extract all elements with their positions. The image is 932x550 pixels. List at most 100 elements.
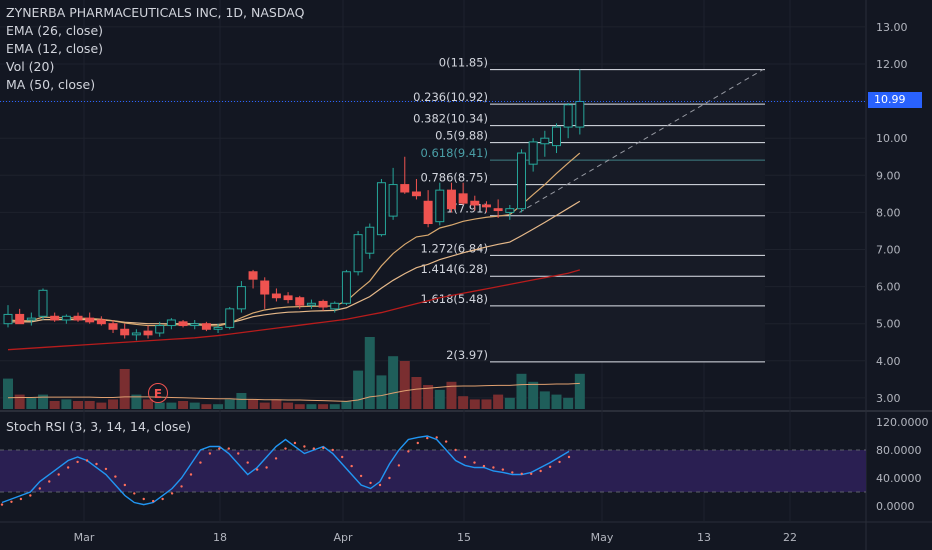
earnings-marker-icon[interactable]: E [148,383,168,403]
candle-body [446,189,456,210]
volume-bar [236,393,247,409]
volume-bar [201,404,212,409]
stoch-d-point [359,474,363,478]
volume-bar [294,404,305,409]
candle-body [528,141,538,165]
candle-body [306,302,316,306]
volume-bar [154,402,165,409]
chart-legend: ZYNERBA PHARMACEUTICALS INC, 1D, NASDAQ … [6,4,304,94]
stoch-d-point [189,473,193,476]
stoch-d-point [255,468,259,471]
candle-body [318,300,328,308]
volume-bar [574,373,585,409]
fib-level-label: 0.786(8.75) [420,171,488,185]
stoch-d-point [57,473,60,476]
stoch-tick-label: 0.0000 [876,500,915,513]
time-tick-label: Mar [74,531,95,544]
candle-body [143,330,153,336]
stoch-d-point [444,440,448,443]
stoch-d-point [350,464,353,468]
legend-vol[interactable]: Vol (20) [6,59,55,74]
stoch-d-point [388,476,391,480]
volume-ma-line [7,382,580,402]
symbol-title[interactable]: ZYNERBA PHARMACEUTICALS INC, 1D, NASDAQ [6,5,305,20]
time-tick-label: 13 [697,531,711,544]
volume-bar [528,381,539,409]
stoch-d-point [539,469,542,473]
fib-level-label: 0.5(9.88) [435,129,488,143]
legend-ema26[interactable]: EMA (26, close) [6,23,104,38]
candle-body [400,184,410,193]
volume-bar [318,404,329,409]
price-tick-label: 13.00 [876,21,908,34]
candle-body [190,323,200,327]
price-tick-label: 10.00 [876,132,908,145]
stoch-band [0,450,866,492]
stoch-d-point [218,447,221,450]
candle-body [458,193,468,204]
stoch-d-point [227,447,230,450]
stoch-d-point [0,503,4,506]
stoch-d-point [511,471,514,474]
volume-bar [434,389,445,409]
volume-bar [399,361,410,409]
time-tick-label: 15 [457,531,471,544]
volume-bar [3,378,13,409]
volume-bar [49,401,60,409]
volume-bar [481,399,492,409]
stoch-d-point [274,457,278,460]
candle-body [38,289,48,317]
volume-bar [96,402,107,409]
time-tick-label: Apr [333,531,353,544]
stoch-d-point [208,452,212,455]
price-tick-label: 12.00 [876,58,908,71]
volume-bar [189,402,200,409]
candle-body [166,319,176,327]
last-price-badge: 10.99 [868,92,922,108]
stoch-d-point [548,465,552,468]
candle-body [295,297,305,306]
volume-bar [341,401,352,409]
volume-bar [493,394,504,409]
volume-bar [469,399,480,409]
stoch-d-point [501,468,505,471]
candle-body [551,126,561,147]
stoch-d-point [454,448,457,452]
legend-ema12[interactable]: EMA (12, close) [6,41,104,56]
stoch-d-point [10,500,13,503]
fib-level-label: 2(3.97) [446,348,488,362]
candle-body [423,200,433,225]
legend-ma50[interactable]: MA (50, close) [6,77,96,92]
candle-body [260,280,270,295]
stoch-d-point [303,445,306,448]
volume-bar [423,385,434,409]
stoch-rsi-title[interactable]: Stoch RSI (3, 3, 14, 14, close) [6,419,191,434]
volume-bar [306,404,317,409]
stoch-d-point [265,466,268,469]
candle-body [96,319,106,325]
stoch-d-point [331,448,334,452]
candle-body [575,100,585,128]
volume-bar [329,404,340,409]
price-tick-label: 7.00 [876,244,901,257]
stoch-d-point [38,487,41,490]
candle-body [353,234,363,273]
stoch-d-point [426,436,429,440]
candle-body [108,323,118,330]
stoch-d-point [133,492,136,495]
price-tick-label: 5.00 [876,318,901,331]
volume-bar [353,370,364,409]
stoch-d-point [104,467,108,471]
candle-body [225,308,235,328]
volume-bar [283,402,294,409]
candle-body [283,295,293,301]
price-tick-label: 6.00 [876,281,901,294]
volume-bar [38,394,49,409]
candle-body [470,200,480,206]
volume-bar [119,369,130,409]
fib-level-label: 0.618(9.41) [420,146,488,160]
price-tick-label: 3.00 [876,392,901,405]
stoch-d-point [530,472,533,475]
stoch-d-point [199,461,202,464]
candle-body [61,315,71,321]
